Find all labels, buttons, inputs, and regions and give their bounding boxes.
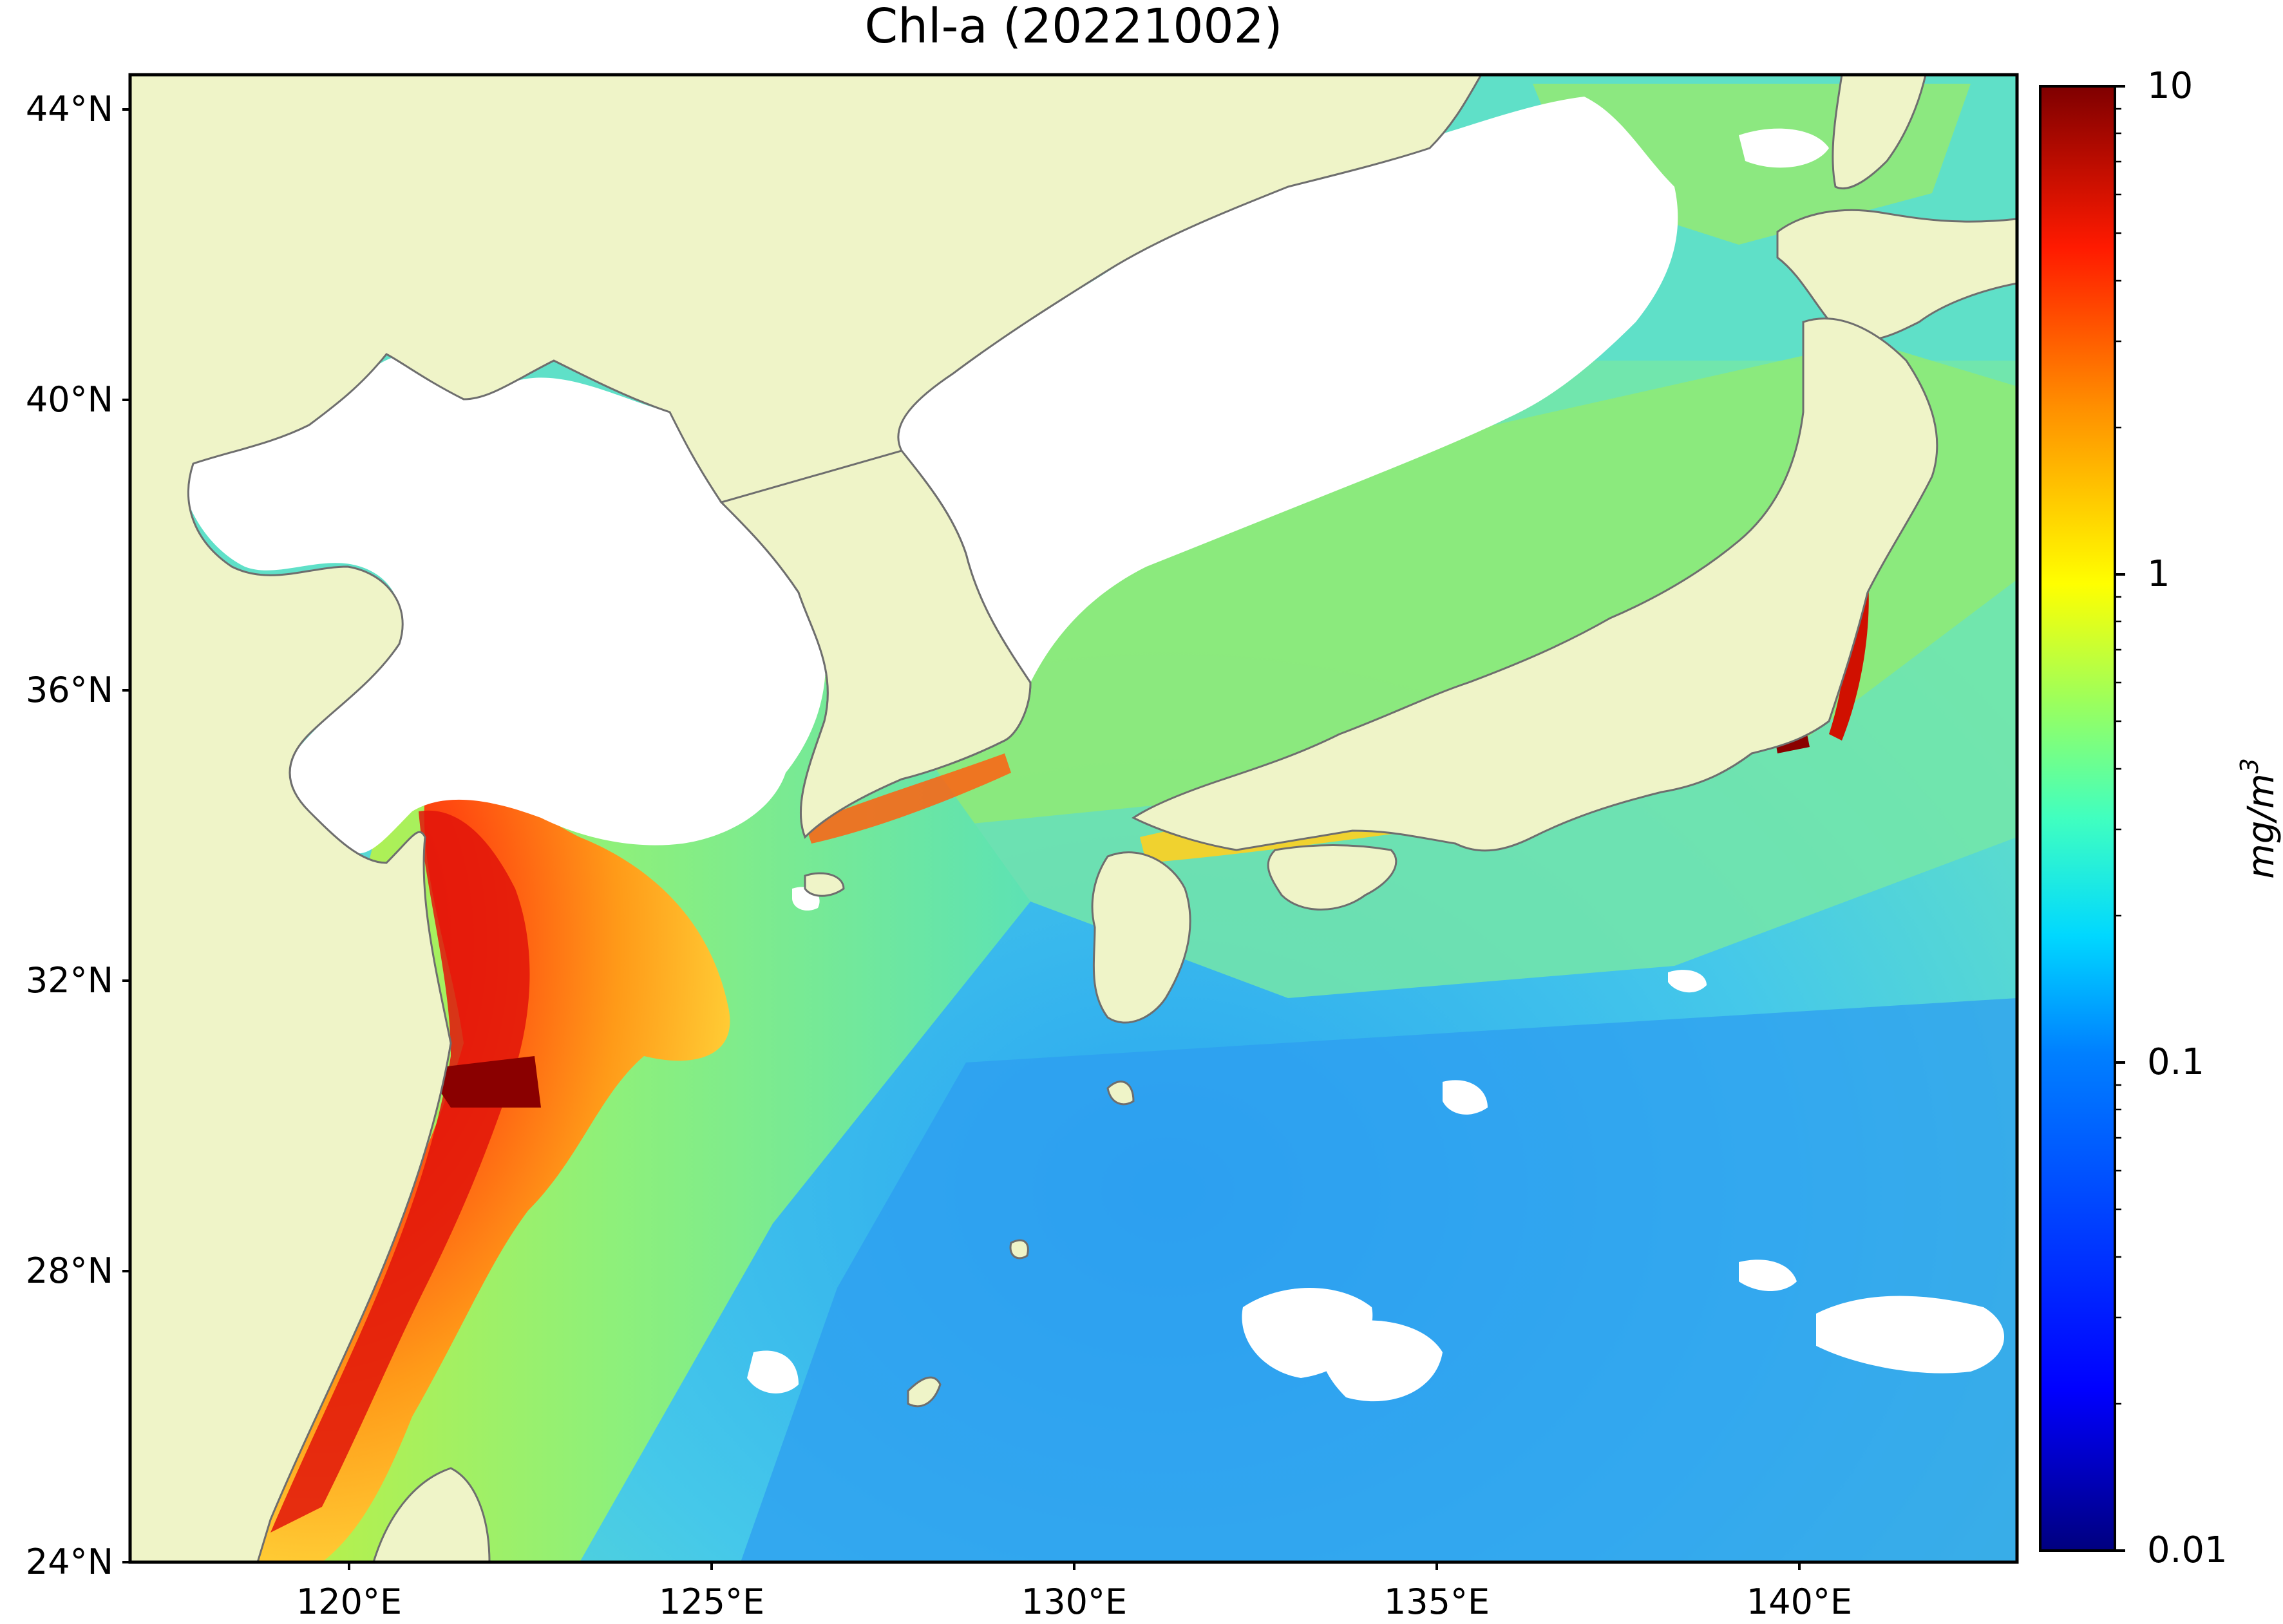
land-honshu xyxy=(1132,317,1938,852)
colorbar-tick-label: 1 xyxy=(2147,553,2170,595)
cloud-patch-2 xyxy=(1320,1320,1443,1402)
latitude-axis: 44°N 40°N 36°N 32°N 28°N 24°N xyxy=(26,89,130,1582)
lat-tick-label: 24°N xyxy=(26,1542,113,1582)
land-kyushu xyxy=(1091,851,1191,1024)
map-title: Chl-a (20221002) xyxy=(864,0,1282,54)
cloud-bohai-yellow-sea xyxy=(180,355,826,854)
lon-tick-label: 125°E xyxy=(659,1582,764,1622)
lon-tick-label: 135°E xyxy=(1384,1582,1490,1622)
colorbar-label: mg/m3 xyxy=(2235,758,2282,879)
cloud-patch-7 xyxy=(1668,970,1707,993)
lat-tick-label: 32°N xyxy=(26,960,113,1001)
colorbar-tick-label: 0.01 xyxy=(2147,1529,2228,1571)
map-panel xyxy=(130,75,2017,1562)
hangzhou-bay-high xyxy=(425,1056,541,1108)
lat-tick-label: 28°N xyxy=(26,1251,113,1291)
ocean-blue-core xyxy=(741,998,2017,1562)
korea-south-coast xyxy=(805,753,1011,844)
land-taiwan xyxy=(372,1467,491,1562)
colorbar-bar xyxy=(2039,85,2116,1552)
colorbar-tick-label: 0.1 xyxy=(2147,1041,2204,1083)
lat-tick-label: 36°N xyxy=(26,670,113,710)
cloud-patch-4 xyxy=(1739,1260,1797,1291)
lon-tick-label: 120°E xyxy=(296,1582,402,1622)
longitude-axis: 120°E 125°E 130°E 135°E 140°E xyxy=(296,1562,1852,1622)
land-sakhalin xyxy=(1832,75,1927,190)
land-tanegashima xyxy=(1106,1081,1135,1106)
cloud-hokkaido xyxy=(1739,128,1829,168)
cloud-patch-5 xyxy=(747,1350,799,1393)
lon-tick-label: 130°E xyxy=(1021,1582,1127,1622)
cloud-patch-6 xyxy=(1443,1080,1488,1115)
colorbar-label-unit: mg/m xyxy=(2240,773,2282,879)
lat-tick-label: 40°N xyxy=(26,379,113,420)
land-jeju xyxy=(804,872,845,897)
cloud-patch-3 xyxy=(1816,1296,2005,1374)
land-korea xyxy=(719,449,1032,839)
plume-core xyxy=(270,810,530,1533)
lat-tick-label: 44°N xyxy=(26,89,113,129)
land-shikoku xyxy=(1267,844,1397,911)
cloud-korea-japan-sea xyxy=(889,97,1678,722)
colorbar: 10 1 0.1 0.01 mg/m3 xyxy=(2039,65,2282,1571)
colorbar-tick-label: 10 xyxy=(2147,65,2193,107)
land-okinawa xyxy=(907,1376,942,1408)
lon-tick-label: 140°E xyxy=(1747,1582,1852,1622)
land-amami xyxy=(1009,1239,1029,1260)
colorbar-label-superscript: 3 xyxy=(2235,758,2264,773)
